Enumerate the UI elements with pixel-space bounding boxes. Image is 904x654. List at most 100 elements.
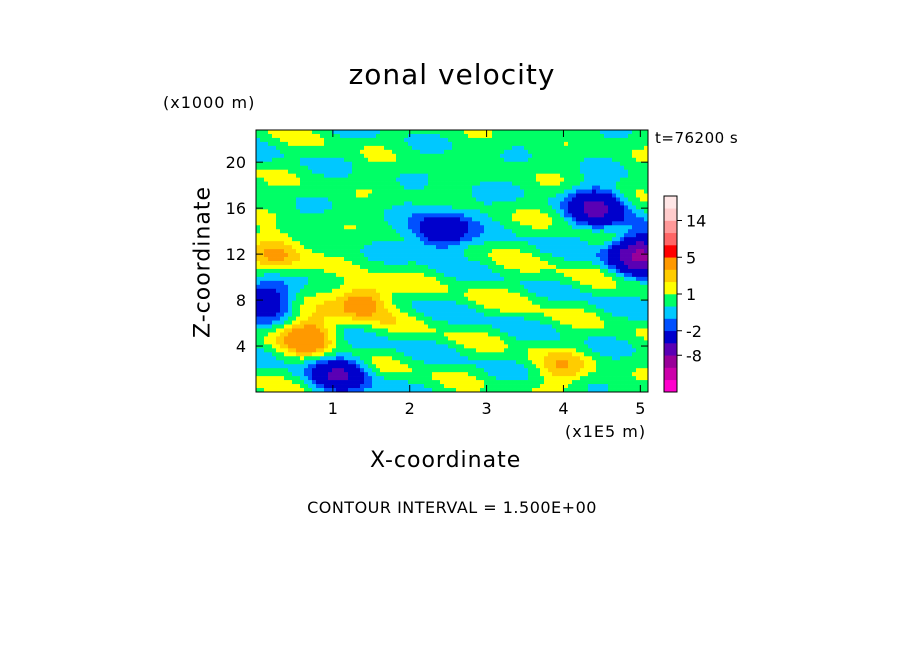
contour-cell [552,221,557,226]
contour-cell [288,217,293,222]
contour-cell [548,332,553,337]
contour-cell [480,189,485,194]
contour-cell [496,233,501,238]
contour-cell [272,384,277,389]
contour-cell [332,308,337,313]
contour-cell [440,185,445,190]
contour-cell [256,237,261,242]
contour-cell [540,149,545,155]
contour-cell [332,201,337,206]
contour-cell [280,253,285,258]
contour-cell [468,130,473,135]
contour-cell [556,213,561,218]
contour-cell [356,213,361,218]
contour-cell [544,153,549,159]
contour-cell [516,253,521,258]
contour-cell [456,229,461,234]
contour-cell [332,241,337,246]
contour-cell [472,284,477,290]
contour-cell [508,245,513,250]
contour-cell [516,141,521,147]
contour-cell [380,181,385,186]
contour-cell [400,336,405,341]
contour-cell [456,320,461,325]
contour-cell [288,352,293,357]
contour-cell [500,324,505,329]
contour-cell [324,356,329,361]
contour-cell [348,185,353,190]
contour-cell [524,388,529,393]
contour-cell [528,225,533,230]
contour-cell [300,185,305,190]
contour-cell [368,141,373,147]
contour-cell [328,165,333,171]
contour-cell [352,356,357,361]
contour-cell [356,233,361,238]
contour-cell [452,288,457,294]
contour-cell [344,137,349,143]
contour-cell [276,316,281,321]
contour-cell [552,169,557,175]
contour-cell [456,225,461,230]
contour-cell [532,360,537,365]
contour-cell [476,364,481,369]
contour-cell [536,276,541,282]
contour-cell [536,280,541,286]
contour-cell [328,368,333,373]
contour-cell [400,257,405,262]
contour-cell [400,368,405,373]
contour-cell [544,312,549,317]
contour-cell [416,181,421,186]
contour-cell [428,181,433,186]
contour-cell [548,304,553,309]
contour-cell [488,308,493,313]
contour-cell [276,304,281,309]
contour-cell [428,145,433,151]
contour-cell [264,332,269,337]
contour-cell [496,149,501,155]
contour-cell [276,137,281,143]
contour-cell [332,209,337,214]
contour-cell [460,149,465,155]
contour-cell [388,376,393,381]
contour-cell [500,173,505,178]
contour-cell [292,249,297,254]
contour-cell [524,249,529,254]
contour-cell [352,344,357,349]
contour-cell [360,229,365,234]
contour-cell [524,169,529,175]
contour-cell [304,177,309,182]
contour-cell [508,372,513,377]
contour-cell [304,328,309,333]
contour-cell [532,145,537,151]
contour-cell [284,137,289,143]
contour-cell [444,241,449,246]
contour-cell [280,137,285,143]
contour-cell [472,145,477,151]
contour-cell [484,217,489,222]
contour-cell [552,348,557,353]
contour-cell [432,245,437,250]
contour-cell [540,384,545,389]
contour-cell [292,153,297,159]
contour-cell [504,241,509,246]
contour-cell [300,197,305,202]
contour-cell [412,292,417,298]
contour-cell [392,368,397,373]
contour-cell [508,237,513,242]
contour-cell [324,384,329,389]
contour-cell [432,189,437,194]
contour-cell [272,197,277,202]
contour-cell [356,149,361,155]
contour-cell [328,189,333,194]
contour-cell [440,344,445,349]
contour-cell [356,245,361,250]
contour-cell [260,304,265,309]
contour-cell [412,320,417,325]
contour-cell [524,360,529,365]
contour-cell [480,332,485,337]
contour-cell [344,328,349,333]
contour-cell [400,352,405,357]
contour-cell [556,217,561,222]
contour-cell [260,257,265,262]
